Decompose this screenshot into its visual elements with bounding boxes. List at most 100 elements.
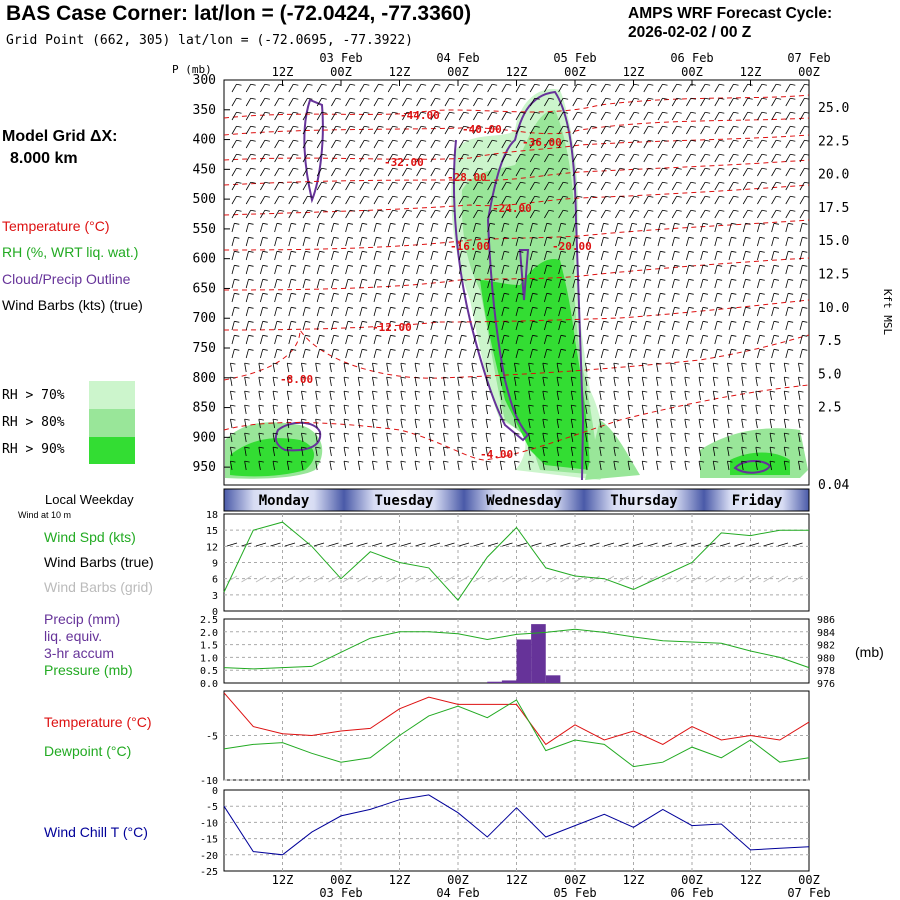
wind-barb-staff: [728, 349, 732, 359]
wind-barb-flag: [449, 97, 455, 100]
wind-barb-flag: [471, 460, 477, 463]
wind-barb-staff: [657, 279, 661, 289]
wind-barb-flag: [759, 250, 765, 253]
wind-barb-staff: [799, 335, 803, 345]
temperature-tick-label: -5: [206, 732, 218, 743]
wind-barb-staff: [698, 461, 701, 471]
wind-barb-flag: [443, 432, 449, 435]
wind-barb-staff: [245, 223, 249, 233]
wind-barb-staff: [671, 140, 678, 149]
wind-barb-flag: [492, 139, 498, 142]
wind-barb-flag: [414, 376, 421, 379]
wind-barb-flag: [733, 139, 739, 142]
wind-barb-staff: [700, 349, 704, 359]
wind-barb-staff: [430, 140, 436, 149]
wind-barb-staff: [402, 279, 406, 289]
wind-barb-staff: [402, 84, 408, 93]
wind-barb-staff: [515, 154, 521, 163]
wind-barb-flag: [589, 334, 595, 337]
height-ticks: 25.022.520.017.515.012.510.07.55.02.50.0…: [818, 101, 849, 493]
wind-barb-flag: [599, 376, 605, 379]
wind-barb-flag: [518, 222, 524, 225]
surface-wind-barb: [502, 542, 513, 547]
wind-barb-flag: [769, 376, 776, 379]
wind-barb-flag: [617, 278, 623, 281]
wind-barb-staff: [373, 349, 377, 359]
wind-barb-staff: [785, 265, 789, 275]
wind-barb-staff: [372, 391, 375, 401]
wind-barb-flag: [617, 222, 623, 225]
wind-barb-flag: [603, 222, 609, 225]
wind-barb-staff: [400, 405, 403, 415]
wind-barb-staff: [487, 307, 491, 317]
wind-barb-staff: [629, 349, 633, 359]
wind-barb-flag: [556, 446, 563, 449]
wind-barb-staff: [316, 279, 320, 289]
wind-barb-flag: [500, 390, 506, 393]
wind-barb-staff: [615, 84, 621, 93]
wind-barb-flag: [676, 181, 682, 184]
wind-barb-flag: [305, 334, 311, 337]
wind-barb-flag: [548, 83, 554, 86]
pressure-line: [223, 628, 810, 670]
wind-barb-flag: [769, 404, 776, 407]
wind-barb-flag: [642, 418, 648, 421]
wind-barb-flag: [761, 125, 767, 128]
wind-barb-staff: [244, 363, 247, 373]
wind-barb-flag: [319, 334, 325, 337]
wind-barb-staff: [558, 168, 564, 177]
wind-barb-flag: [656, 446, 662, 449]
wind-barb-flag: [546, 334, 552, 337]
wind-barb-flag: [234, 278, 240, 281]
wind-barb-staff: [501, 126, 507, 135]
wind-barb-staff: [359, 140, 365, 149]
wind-barb-staff: [728, 112, 734, 121]
wind-barb-staff: [357, 391, 361, 401]
wind-barb-flag: [520, 181, 526, 184]
wind-barb-flag: [262, 222, 268, 225]
wind-barb-staff: [572, 237, 576, 247]
wind-barb-flag: [591, 181, 597, 184]
wind-barb-flag: [435, 195, 441, 198]
wind-barb-staff: [286, 363, 290, 373]
wind-barb-flag: [660, 236, 666, 239]
wind-barb-staff: [514, 433, 517, 443]
wind-at-10m-label: Wind at 10 m: [18, 510, 72, 520]
wind-barb-staff: [501, 321, 505, 331]
pressure-tick-label: 600: [193, 252, 216, 267]
wind-barb-staff: [641, 461, 645, 471]
pressure-units-label: (mb): [855, 644, 884, 660]
wind-barb-staff: [260, 140, 266, 149]
wind-barb-staff: [544, 98, 550, 107]
wind-barb-staff: [414, 447, 417, 457]
wind-barb-staff: [430, 84, 436, 93]
weekday-bar: Monday Tuesday Wednesday Thursday Friday: [223, 488, 810, 512]
wind-barb-flag: [262, 334, 268, 337]
wind-barb-staff: [471, 447, 474, 457]
wind-barb-staff: [700, 335, 704, 345]
wind-barb-flag: [670, 362, 676, 365]
wind-barb-flag: [690, 153, 696, 156]
top-day-label: 04 Feb: [436, 51, 479, 65]
wind-barb-flag: [656, 432, 662, 435]
wind-barb-flag: [343, 390, 350, 393]
wind-barb-staff: [428, 461, 432, 471]
wind-barb-flag: [421, 111, 427, 114]
wind-barb-staff: [458, 98, 465, 107]
temperature-tick-label: -10: [200, 776, 218, 787]
wind-barb-staff: [245, 293, 249, 303]
wind-barb-staff: [302, 84, 308, 93]
wind-barb-staff: [700, 196, 706, 205]
wind-barb-flag: [362, 292, 368, 295]
wind-barb-staff: [627, 461, 630, 471]
wind-barb-flag: [603, 278, 609, 281]
wind-barb-flag: [372, 432, 378, 435]
wind-barb-staff: [755, 419, 758, 429]
wind-barb-staff: [501, 237, 505, 247]
wind-barb-flag: [489, 236, 496, 239]
wind-barb-flag: [619, 83, 625, 86]
wind-barb-staff: [742, 210, 749, 219]
wind-barb-flag: [804, 181, 810, 184]
wind-barb-flag: [400, 418, 406, 421]
wind-barb-staff: [245, 237, 249, 247]
